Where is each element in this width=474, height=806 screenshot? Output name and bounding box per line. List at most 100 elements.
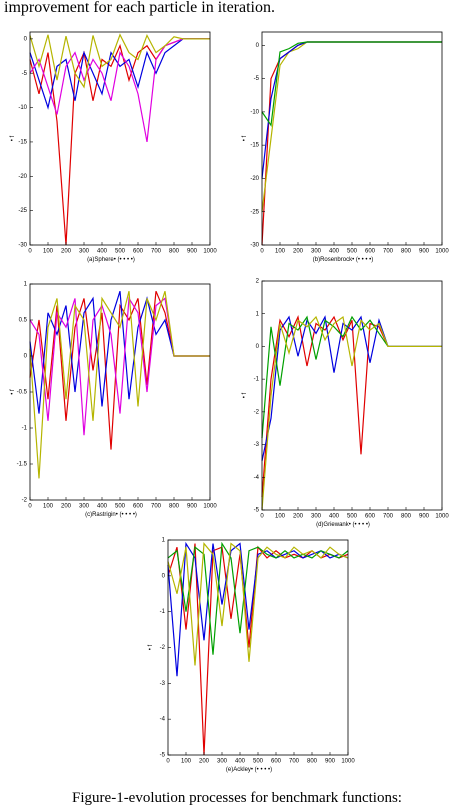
- x-tick-label: 400: [235, 759, 246, 765]
- x-tick-label: 500: [115, 249, 126, 255]
- y-tick-label: 0: [24, 354, 28, 360]
- x-tick-label: 900: [419, 249, 430, 255]
- x-tick-label: 800: [169, 504, 180, 510]
- series-line: [261, 41, 442, 127]
- x-tick-label: 1000: [203, 504, 217, 510]
- y-tick-label: -4: [160, 717, 166, 723]
- x-tick-label: 300: [311, 249, 322, 255]
- x-tick-label: 0: [166, 759, 170, 765]
- x-tick-label: 600: [133, 504, 144, 510]
- x-tick-label: 100: [181, 759, 192, 765]
- x-axis-label: (a)Sphere• (• • • •): [87, 257, 135, 263]
- y-tick-label: -5: [160, 753, 166, 759]
- y-tick-label: -1: [22, 426, 28, 432]
- x-tick-label: 200: [199, 759, 210, 765]
- x-tick-label: 100: [43, 504, 54, 510]
- x-tick-label: 800: [307, 759, 318, 765]
- plot-area: [30, 284, 210, 500]
- x-tick-label: 600: [365, 249, 376, 255]
- x-tick-label: 0: [28, 504, 32, 510]
- x-tick-label: 700: [289, 759, 300, 765]
- y-tick-label: -3: [160, 681, 166, 687]
- x-tick-label: 100: [275, 514, 286, 520]
- series-line: [167, 542, 349, 666]
- x-tick-label: 800: [401, 514, 412, 520]
- y-tick-label: 0: [162, 573, 166, 579]
- x-tick-label: 700: [383, 249, 394, 255]
- x-tick-label: 300: [217, 759, 228, 765]
- x-tick-label: 700: [151, 249, 162, 255]
- x-tick-label: 500: [347, 249, 358, 255]
- y-tick-label: -20: [250, 176, 259, 182]
- x-tick-label: 400: [329, 514, 340, 520]
- x-tick-label: 400: [97, 504, 108, 510]
- y-axis-label: • f: [148, 644, 154, 650]
- y-tick-label: 0: [256, 43, 260, 49]
- y-tick-label: -15: [18, 140, 27, 146]
- plot-area: [168, 540, 348, 755]
- y-tick-label: -1.5: [17, 462, 28, 468]
- y-tick-label: -1: [160, 609, 166, 615]
- x-tick-label: 500: [115, 504, 126, 510]
- caption: Figure-1-evolution processes for benchma…: [72, 790, 402, 806]
- y-tick-label: -30: [18, 243, 27, 249]
- x-tick-label: 300: [79, 504, 90, 510]
- x-tick-label: 200: [293, 514, 304, 520]
- y-tick-label: 2: [256, 279, 260, 285]
- y-tick-label: -3: [254, 442, 260, 448]
- series-line: [167, 541, 349, 677]
- y-tick-label: 0: [24, 36, 28, 42]
- x-tick-label: 1000: [435, 514, 449, 520]
- x-tick-label: 400: [97, 249, 108, 255]
- y-tick-label: 1: [256, 311, 260, 317]
- x-tick-label: 200: [61, 504, 72, 510]
- y-tick-label: -15: [250, 143, 259, 149]
- x-tick-label: 0: [260, 249, 264, 255]
- series-line: [167, 541, 349, 655]
- series-line: [29, 33, 210, 89]
- x-tick-label: 800: [169, 249, 180, 255]
- y-tick-label: -5: [254, 508, 260, 514]
- x-tick-label: 400: [329, 249, 340, 255]
- y-tick-label: -25: [18, 208, 27, 214]
- y-tick-label: -2: [160, 645, 166, 651]
- plot-area: [262, 281, 442, 510]
- y-tick-label: -1: [254, 377, 260, 383]
- y-axis-label: • f: [242, 135, 248, 141]
- header-text: improvement for each particle in iterati…: [4, 0, 275, 16]
- x-tick-label: 500: [347, 514, 358, 520]
- y-tick-label: 0: [256, 344, 260, 350]
- y-tick-label: -30: [250, 243, 259, 249]
- y-axis-label: • f: [10, 389, 16, 395]
- y-tick-label: -10: [250, 109, 259, 115]
- y-tick-label: -10: [18, 105, 27, 111]
- x-tick-label: 300: [79, 249, 90, 255]
- y-tick-label: -0.5: [17, 390, 28, 396]
- x-tick-label: 900: [325, 759, 336, 765]
- x-tick-label: 1000: [435, 249, 449, 255]
- x-tick-label: 900: [419, 514, 430, 520]
- y-axis-label: • f: [242, 392, 248, 398]
- x-axis-label: (c)Rastrigin• (• • • •): [85, 512, 137, 518]
- x-tick-label: 300: [311, 514, 322, 520]
- x-axis-label: (d)Griewank• (• • • •): [316, 522, 370, 528]
- x-axis-label: (e)Ackley• (• • • •): [226, 767, 272, 773]
- x-tick-label: 600: [133, 249, 144, 255]
- x-tick-label: 1000: [341, 759, 355, 765]
- x-tick-label: 800: [401, 249, 412, 255]
- x-tick-label: 200: [61, 249, 72, 255]
- x-tick-label: 100: [43, 249, 54, 255]
- x-tick-label: 0: [260, 514, 264, 520]
- x-tick-label: 500: [253, 759, 264, 765]
- x-tick-label: 900: [187, 504, 198, 510]
- y-tick-label: 1: [162, 538, 166, 544]
- plot-area: [262, 32, 442, 245]
- y-axis-label: • f: [10, 135, 16, 141]
- series-line: [261, 315, 442, 511]
- x-tick-label: 900: [187, 249, 198, 255]
- x-tick-label: 100: [275, 249, 286, 255]
- y-tick-label: -5: [22, 71, 28, 77]
- y-tick-label: 0.5: [19, 318, 28, 324]
- series-line: [29, 291, 210, 479]
